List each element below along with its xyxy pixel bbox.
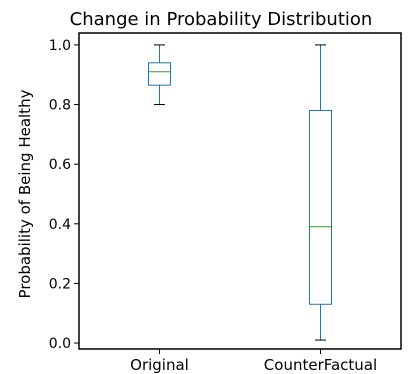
x-tick-label: CounterFactual — [264, 356, 377, 374]
y-tick-label: 0.6 — [49, 157, 71, 173]
chart-title: Change in Probability Distribution — [70, 9, 373, 30]
y-tick-label: 1.0 — [49, 38, 71, 54]
y-tick-label: 0.8 — [49, 98, 71, 114]
y-tick-label: 0.2 — [49, 276, 71, 292]
y-axis-label: Probability of Being Healthy — [16, 89, 34, 298]
box-counterfactual — [309, 110, 332, 305]
box-original — [148, 62, 171, 86]
plot-area: 0.0 0.2 0.4 0.6 0.8 1.0 Original CounterFactual — [49, 32, 402, 374]
y-tick-label: 0.4 — [49, 217, 71, 233]
y-tick-label: 0.0 — [49, 336, 71, 352]
x-tick-label: Original — [130, 356, 189, 374]
axes-frame — [78, 32, 402, 350]
